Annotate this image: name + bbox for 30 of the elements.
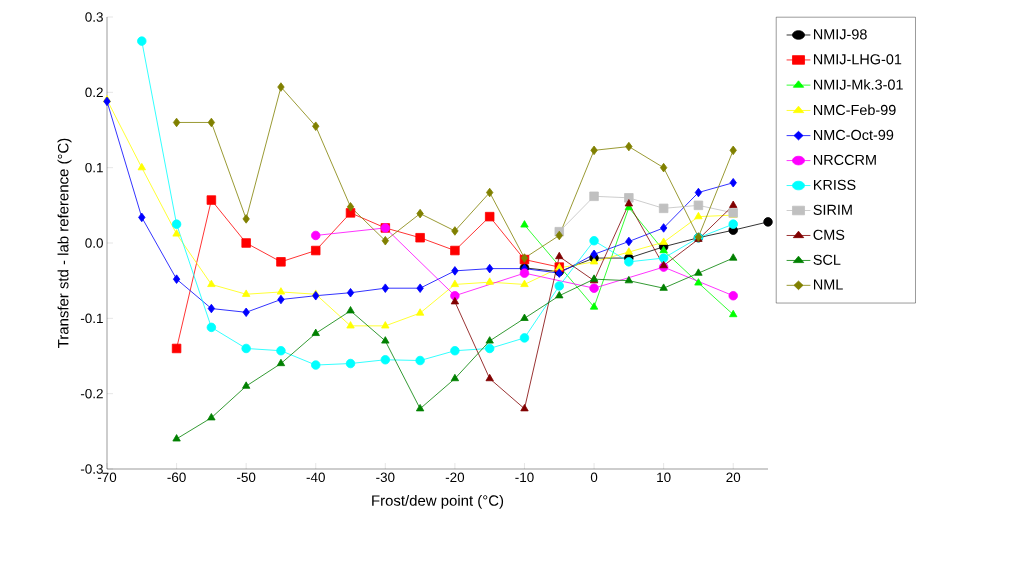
x-axis-title: Frost/dew point (°C) (372, 494, 504, 509)
x-tick-label: 10 (657, 472, 671, 483)
legend-label: NMIJ-LHG-01 (813, 54, 902, 65)
y-tick-label: -0.3 (80, 464, 103, 474)
legend-label: CMS (813, 229, 845, 240)
legend-label: NMC-Feb-99 (813, 104, 896, 116)
y-tick-label: 0.1 (85, 162, 103, 173)
legend-label: NMIJ-98 (813, 29, 867, 40)
x-tick-label: -70 (97, 472, 117, 483)
y-axis-title: Transfer std - lab reference (°C) (57, 138, 72, 348)
x-tick-label: -10 (515, 472, 534, 483)
y-tick-label: -0.1 (80, 313, 103, 324)
legend-label: SCL (813, 254, 841, 265)
legend-label: NRCCRM (813, 154, 876, 166)
x-tick-label: -60 (167, 472, 186, 483)
legend-label: KRISS (813, 179, 856, 190)
x-tick-label: -40 (306, 472, 325, 483)
y-tick-label: 0.0 (85, 238, 103, 248)
y-tick-label: -0.2 (80, 388, 103, 399)
x-tick-label: -30 (376, 472, 395, 483)
legend-label: SIRIM (813, 204, 852, 215)
legend-label: NML (813, 279, 843, 290)
x-tick-label: 0 (590, 472, 598, 483)
legend-label: NMC-Oct-99 (813, 129, 894, 141)
y-tick-label: 0.3 (85, 12, 103, 22)
y-tick-label: 0.2 (85, 87, 103, 98)
x-tick-label: 20 (726, 472, 741, 483)
legend-label: NMIJ-Mk.3-01 (813, 79, 903, 90)
x-tick-label: -50 (237, 472, 256, 483)
x-tick-label: -20 (445, 472, 465, 483)
